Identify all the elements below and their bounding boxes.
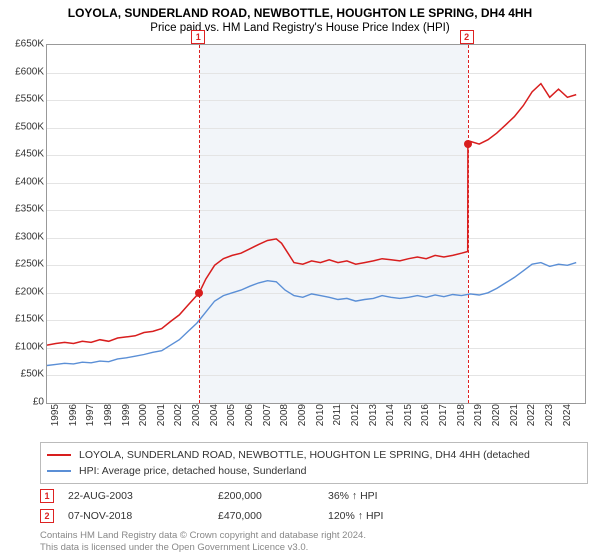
y-axis-label: £600K	[0, 66, 44, 77]
sale-date: 07-NOV-2018	[68, 510, 218, 522]
x-axis-label: 2013	[368, 404, 379, 434]
y-axis-label: £100K	[0, 341, 44, 352]
footer-line: Contains HM Land Registry data © Crown c…	[40, 530, 366, 542]
y-axis-label: £250K	[0, 259, 44, 270]
y-axis-label: £650K	[0, 39, 44, 50]
marker-flag: 2	[460, 30, 474, 44]
legend-box: LOYOLA, SUNDERLAND ROAD, NEWBOTTLE, HOUG…	[40, 442, 588, 484]
row-marker: 1	[40, 489, 54, 503]
chart-subtitle: Price paid vs. HM Land Registry's House …	[0, 20, 600, 34]
x-axis-label: 2014	[385, 404, 396, 434]
series-hpi	[47, 263, 576, 366]
x-axis-label: 2011	[332, 404, 343, 434]
x-axis-label: 2024	[562, 404, 573, 434]
row-marker: 2	[40, 509, 54, 523]
legend-label: HPI: Average price, detached house, Sund…	[79, 465, 306, 477]
table-row: 2 07-NOV-2018 £470,000 120% ↑ HPI	[40, 506, 438, 526]
x-axis-label: 2007	[262, 404, 273, 434]
x-axis-label: 2006	[244, 404, 255, 434]
chart-container: LOYOLA, SUNDERLAND ROAD, NEWBOTTLE, HOUG…	[0, 0, 600, 560]
legend-swatch	[47, 470, 71, 472]
y-axis-label: £200K	[0, 286, 44, 297]
sale-date: 22-AUG-2003	[68, 490, 218, 502]
x-axis-label: 2004	[209, 404, 220, 434]
sale-dot	[464, 140, 472, 148]
x-axis-label: 2002	[173, 404, 184, 434]
y-axis-label: £350K	[0, 204, 44, 215]
footer-line: This data is licensed under the Open Gov…	[40, 542, 366, 554]
x-axis-label: 1997	[85, 404, 96, 434]
y-axis-label: £150K	[0, 314, 44, 325]
line-layer	[47, 45, 585, 403]
sale-delta: 120% ↑ HPI	[328, 510, 438, 522]
table-row: 1 22-AUG-2003 £200,000 36% ↑ HPI	[40, 486, 438, 506]
x-axis-label: 2015	[403, 404, 414, 434]
attribution: Contains HM Land Registry data © Crown c…	[40, 530, 366, 554]
y-axis-label: £400K	[0, 176, 44, 187]
y-axis-label: £550K	[0, 94, 44, 105]
x-axis-label: 2018	[456, 404, 467, 434]
y-axis-label: £500K	[0, 121, 44, 132]
x-axis-label: 1995	[50, 404, 61, 434]
x-axis-label: 2017	[438, 404, 449, 434]
y-axis-label: £0	[0, 397, 44, 408]
legend-item: HPI: Average price, detached house, Sund…	[47, 463, 581, 479]
legend-swatch	[47, 454, 71, 456]
x-axis-label: 1996	[68, 404, 79, 434]
x-axis-label: 2021	[509, 404, 520, 434]
x-axis-label: 2023	[544, 404, 555, 434]
x-axis-label: 1998	[103, 404, 114, 434]
plot-area	[46, 44, 586, 404]
x-axis-label: 1999	[121, 404, 132, 434]
x-axis-label: 2009	[297, 404, 308, 434]
x-axis-label: 2010	[315, 404, 326, 434]
sale-dot	[195, 289, 203, 297]
legend-label: LOYOLA, SUNDERLAND ROAD, NEWBOTTLE, HOUG…	[79, 449, 530, 461]
x-axis-label: 2005	[226, 404, 237, 434]
x-axis-label: 2019	[473, 404, 484, 434]
x-axis-label: 2003	[191, 404, 202, 434]
x-axis-label: 2020	[491, 404, 502, 434]
sale-price: £200,000	[218, 490, 328, 502]
x-axis-label: 2001	[156, 404, 167, 434]
chart-title: LOYOLA, SUNDERLAND ROAD, NEWBOTTLE, HOUG…	[0, 0, 600, 20]
sale-delta: 36% ↑ HPI	[328, 490, 438, 502]
x-axis-label: 2012	[350, 404, 361, 434]
x-axis-label: 2022	[526, 404, 537, 434]
marker-flag: 1	[191, 30, 205, 44]
x-axis-label: 2000	[138, 404, 149, 434]
y-axis-label: £50K	[0, 369, 44, 380]
x-axis-label: 2016	[420, 404, 431, 434]
series-property	[47, 84, 576, 346]
sale-price: £470,000	[218, 510, 328, 522]
sales-table: 1 22-AUG-2003 £200,000 36% ↑ HPI 2 07-NO…	[40, 486, 438, 526]
legend-item: LOYOLA, SUNDERLAND ROAD, NEWBOTTLE, HOUG…	[47, 447, 581, 463]
y-axis-label: £450K	[0, 149, 44, 160]
y-axis-label: £300K	[0, 231, 44, 242]
x-axis-label: 2008	[279, 404, 290, 434]
